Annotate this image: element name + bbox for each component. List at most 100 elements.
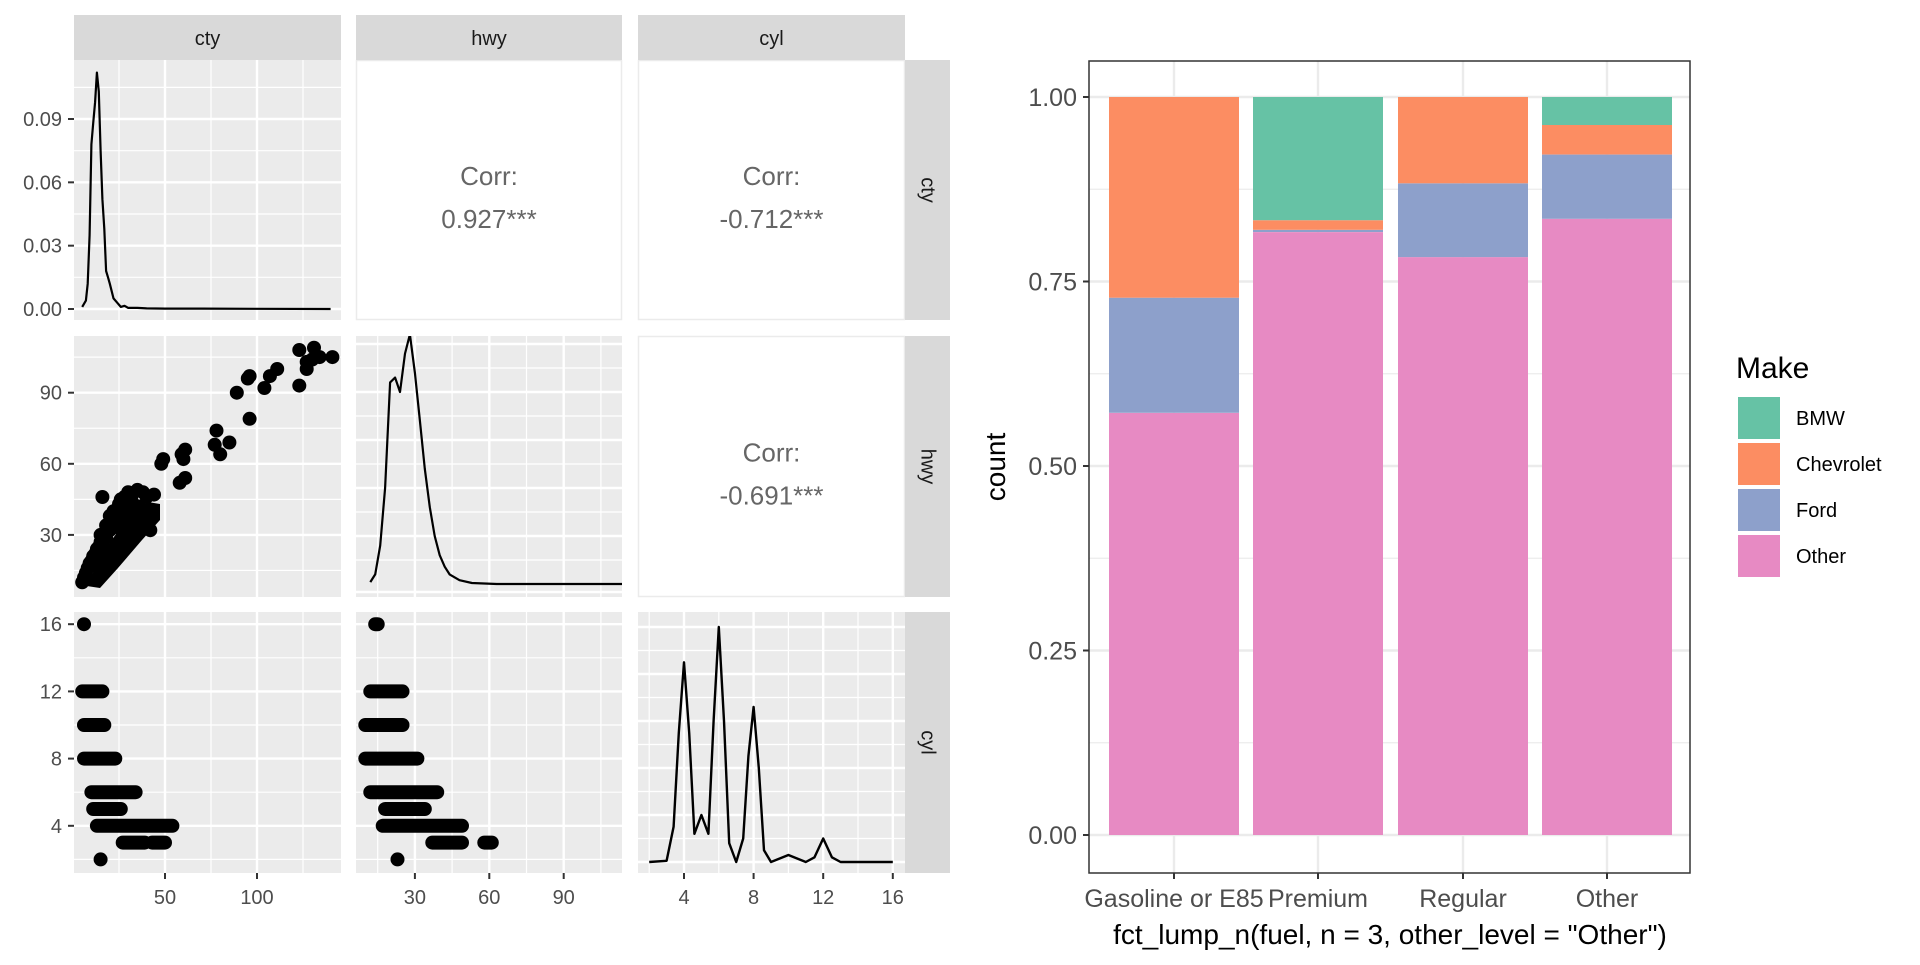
- scatter-point: [95, 490, 110, 504]
- correlation-value: -0.712***: [719, 204, 823, 234]
- bar-group: [1398, 97, 1528, 836]
- correlation-label: Corr:: [743, 438, 801, 468]
- x-tick-label: 16: [882, 887, 904, 909]
- legend-item: Ford: [1738, 489, 1837, 531]
- panel-content: [649, 625, 893, 864]
- y-tick-label: 1.00: [1028, 84, 1077, 112]
- density-panel-hwy: [356, 336, 622, 597]
- y-tick-label: 0.09: [23, 109, 62, 131]
- bar-group: [1542, 97, 1672, 836]
- panel-background: [74, 612, 341, 873]
- x-tick-label: 4: [678, 887, 689, 909]
- x-tick-label: 8: [748, 887, 759, 909]
- legend-title: Make: [1736, 352, 1809, 385]
- scatter-panel-hwy-cyl: [356, 612, 622, 873]
- correlation-panel: Corr: -0.691***: [637, 335, 906, 598]
- y-tick-label: 30: [40, 525, 62, 547]
- column-strip-hwy: hwy: [356, 15, 622, 60]
- legend-label: Other: [1796, 546, 1846, 568]
- scatter-point: [209, 423, 224, 438]
- density-line-cyl: [649, 625, 893, 864]
- y-tick-label: 4: [51, 816, 62, 838]
- column-strip-cyl: cyl: [638, 15, 905, 60]
- x-tick-label: 60: [478, 887, 500, 909]
- x-tick-label: 12: [812, 887, 834, 909]
- strip-background: [905, 612, 950, 873]
- bar-segment-chevrolet: [1109, 97, 1239, 298]
- x-tick-label: Regular: [1419, 885, 1507, 913]
- y-tick-label: 0.25: [1028, 638, 1077, 666]
- row-strip-cyl: cyl: [905, 612, 950, 873]
- scatter-point: [213, 447, 228, 462]
- y-tick-label: 8: [51, 749, 62, 771]
- y-tick-label: 16: [40, 614, 62, 636]
- y-tick-label: 0.50: [1028, 453, 1077, 481]
- strip-label: hwy: [471, 28, 507, 50]
- strip-label: cty: [917, 177, 939, 203]
- scatter-point: [242, 411, 257, 426]
- bar-group: [1253, 97, 1383, 836]
- y-tick-label: 0.00: [1028, 822, 1077, 850]
- legend-label: BMW: [1796, 408, 1845, 430]
- x-tick-label: 90: [553, 887, 575, 909]
- density-line-hwy: [369, 336, 622, 586]
- legend-label: Ford: [1796, 500, 1837, 522]
- panel-background: [637, 335, 906, 598]
- correlation-label: Corr:: [743, 161, 801, 191]
- panel-background: [355, 59, 623, 321]
- strip-label: cyl: [917, 730, 939, 754]
- bar-segment-other: [1109, 412, 1239, 835]
- row-strip-cty: cty: [905, 60, 950, 320]
- scatter-point: [106, 504, 121, 519]
- y-tick-label: 90: [40, 383, 62, 405]
- bar-group: [1109, 97, 1239, 835]
- bar-segment-other: [1253, 232, 1383, 836]
- density-panel-cty: [74, 60, 341, 320]
- density-line-cty: [81, 71, 331, 311]
- y-tick-label: 0.03: [23, 236, 62, 258]
- scatter-point: [147, 487, 161, 502]
- strip-label: cty: [195, 28, 221, 50]
- legend-swatch: [1738, 443, 1780, 485]
- scatter-point: [229, 385, 244, 400]
- strip-background: [905, 336, 950, 597]
- legend-swatch: [1738, 489, 1780, 531]
- stacked-bar-chart: 0.00 0.25 0.50 0.75 1.00 Gasoline or E85 Premi…: [980, 60, 1882, 950]
- scatter-panel-cty-hwy: [74, 336, 341, 597]
- row-strip-hwy: hwy: [905, 336, 950, 597]
- scatter-point: [242, 369, 257, 384]
- y-axis-title: count: [980, 433, 1011, 502]
- panel-background: [638, 612, 905, 873]
- legend-item: Chevrolet: [1738, 443, 1882, 485]
- x-tick-label: 50: [154, 887, 176, 909]
- scatter-point: [292, 378, 307, 393]
- scatter-point: [312, 350, 327, 365]
- strip-label: hwy: [917, 449, 939, 485]
- bar-segment-chevrolet: [1398, 97, 1528, 184]
- x-tick-label: Other: [1576, 885, 1639, 913]
- bar-segment-chevrolet: [1542, 125, 1672, 155]
- pairs-matrix: Corr: 0.927*** Corr: -0.712*** Corr: -0.691**…: [23, 15, 950, 909]
- scatter-point: [176, 452, 191, 467]
- y-tick-label: 12: [40, 681, 62, 703]
- x-tick-label: Gasoline or E85: [1084, 885, 1263, 913]
- legend-label: Chevrolet: [1796, 454, 1882, 476]
- density-panel-cyl: [638, 612, 905, 873]
- strip-background: [356, 15, 622, 60]
- panel-content: [75, 617, 180, 867]
- legend-item: BMW: [1738, 397, 1845, 439]
- correlation-panel: Corr: -0.712***: [637, 59, 906, 321]
- x-tick-label: 30: [404, 887, 426, 909]
- strip-background: [74, 15, 341, 60]
- scatter-point-cluster: [80, 502, 160, 588]
- correlation-panel: Corr: 0.927***: [355, 59, 623, 321]
- panel-content: [81, 71, 331, 311]
- bar-segment-bmw: [1253, 97, 1383, 221]
- legend: Make BMW Chevrolet Ford Other: [1736, 352, 1882, 577]
- y-tick-label: 0.00: [23, 299, 62, 321]
- panel-background: [74, 60, 341, 320]
- x-tick-label: 100: [240, 887, 273, 909]
- panel-content: [75, 340, 340, 590]
- scatter-point: [325, 350, 340, 365]
